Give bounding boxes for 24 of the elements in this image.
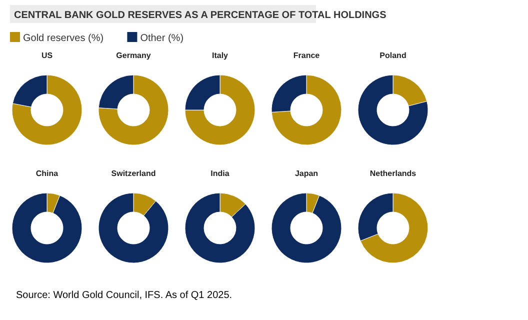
legend-label: Gold reserves (%) (23, 33, 104, 44)
donut-slice (271, 192, 342, 264)
legend-label: Other (%) (140, 33, 184, 44)
donut-slice (12, 192, 82, 264)
chart-title: Japan (294, 169, 318, 178)
donut-slice (271, 74, 342, 146)
chart-title: Germany (116, 51, 152, 60)
chart-title: Netherlands (370, 169, 417, 178)
donut-slice (360, 192, 428, 264)
chart-title: Poland (380, 51, 406, 60)
chart-title: Italy (212, 51, 229, 60)
chart-title: India (210, 169, 230, 178)
text: US (41, 51, 54, 60)
donut-slice (184, 192, 256, 264)
donut-slice (12, 74, 82, 146)
text: CENTRAL BANK GOLD RESERVES AS A PERCENTAGE OF TOTAL HOLDINGS (14, 10, 387, 21)
chart-title: China (36, 169, 59, 178)
donut-slice (98, 74, 169, 146)
source-note: Source: World Gold Council, IFS. As of Q1 2025. (16, 290, 232, 301)
donut-slice (358, 74, 428, 146)
chart-title: France (293, 51, 320, 60)
chart-title: Switzerland (111, 169, 156, 178)
donut-slice (184, 74, 256, 146)
donut-slice (98, 192, 169, 264)
